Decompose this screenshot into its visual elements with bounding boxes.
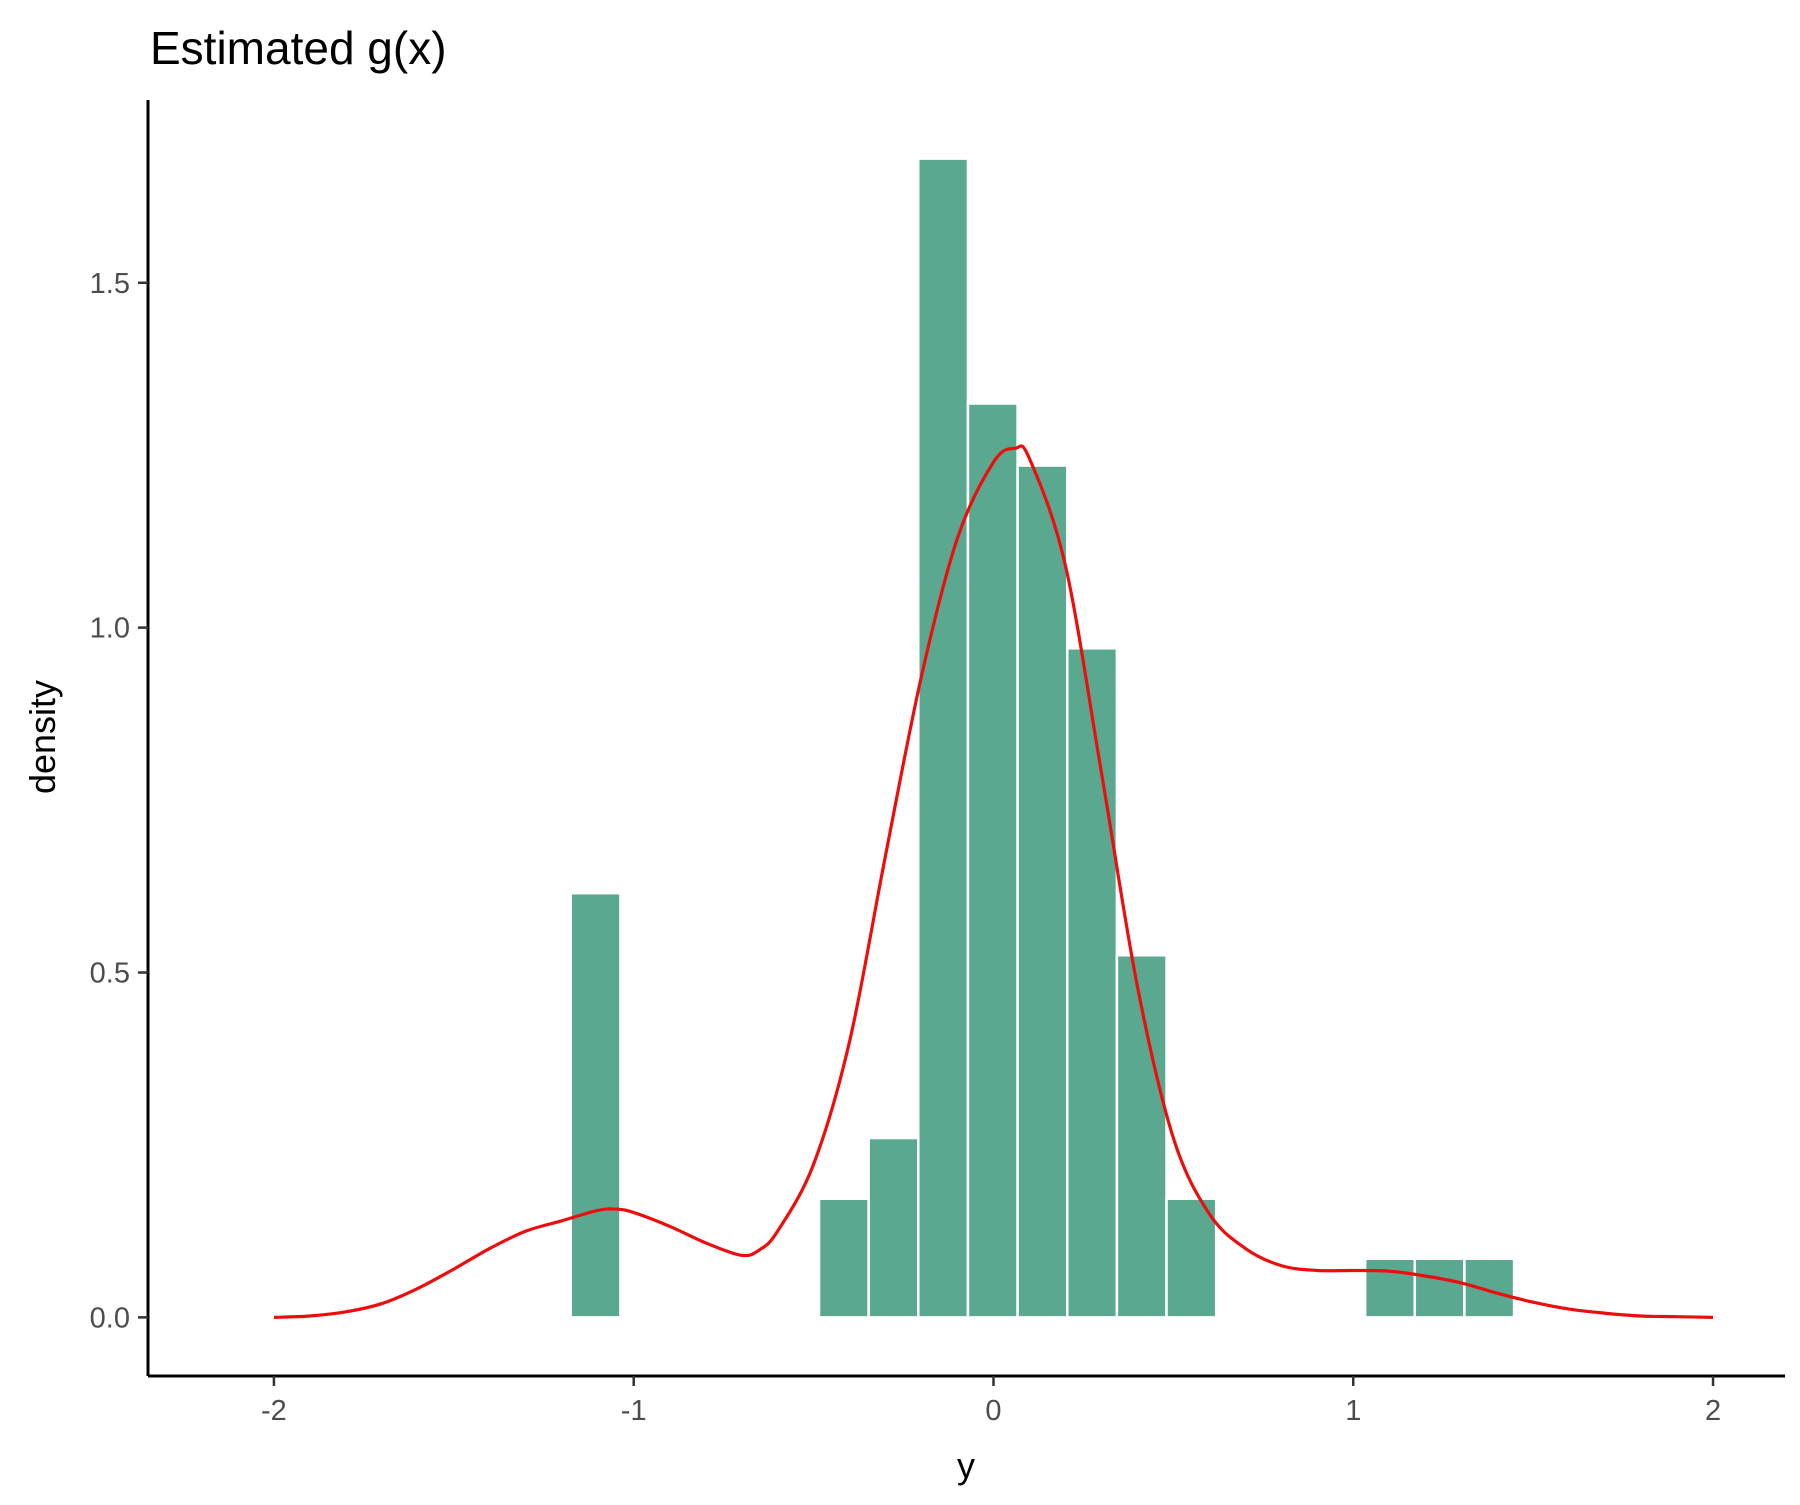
histogram-bar-10 <box>1363 1257 1417 1319</box>
x-tick-label: 1 <box>1345 1395 1361 1427</box>
y-axis-title: density <box>22 680 63 794</box>
y-tick-label: 1.5 <box>90 268 130 300</box>
x-axis-title: y <box>957 1445 975 1486</box>
y-tick-label: 1.0 <box>90 613 130 645</box>
x-tick-label: -2 <box>261 1395 287 1427</box>
histogram-bar-12 <box>1463 1257 1516 1319</box>
histogram-bar-3 <box>867 1136 920 1319</box>
x-tick-label: 2 <box>1705 1395 1721 1427</box>
histogram-bar-4 <box>917 157 970 1319</box>
x-tick-label: -1 <box>621 1395 647 1427</box>
histogram-bar-1 <box>569 891 622 1319</box>
histogram-bar-7 <box>1065 647 1119 1319</box>
axes: 0.0 0.5 1.0 1.5 -2 -1 0 1 2 <box>90 100 1785 1427</box>
density-curve-line <box>273 444 1714 1319</box>
histogram-bar-11 <box>1413 1257 1466 1319</box>
histogram-bar-9 <box>1165 1197 1218 1319</box>
x-tick-label: 0 <box>985 1395 1001 1427</box>
chart-title: Estimated g(x) <box>150 22 447 74</box>
histogram-bar-6 <box>1016 464 1069 1319</box>
histogram-bar-2 <box>817 1197 870 1319</box>
histogram-bars <box>569 157 1516 1319</box>
y-tick-label: 0.0 <box>90 1302 130 1334</box>
density-curve-layer <box>273 444 1714 1319</box>
histogram-bar-5 <box>966 402 1019 1319</box>
y-tick-label: 0.5 <box>90 958 130 990</box>
